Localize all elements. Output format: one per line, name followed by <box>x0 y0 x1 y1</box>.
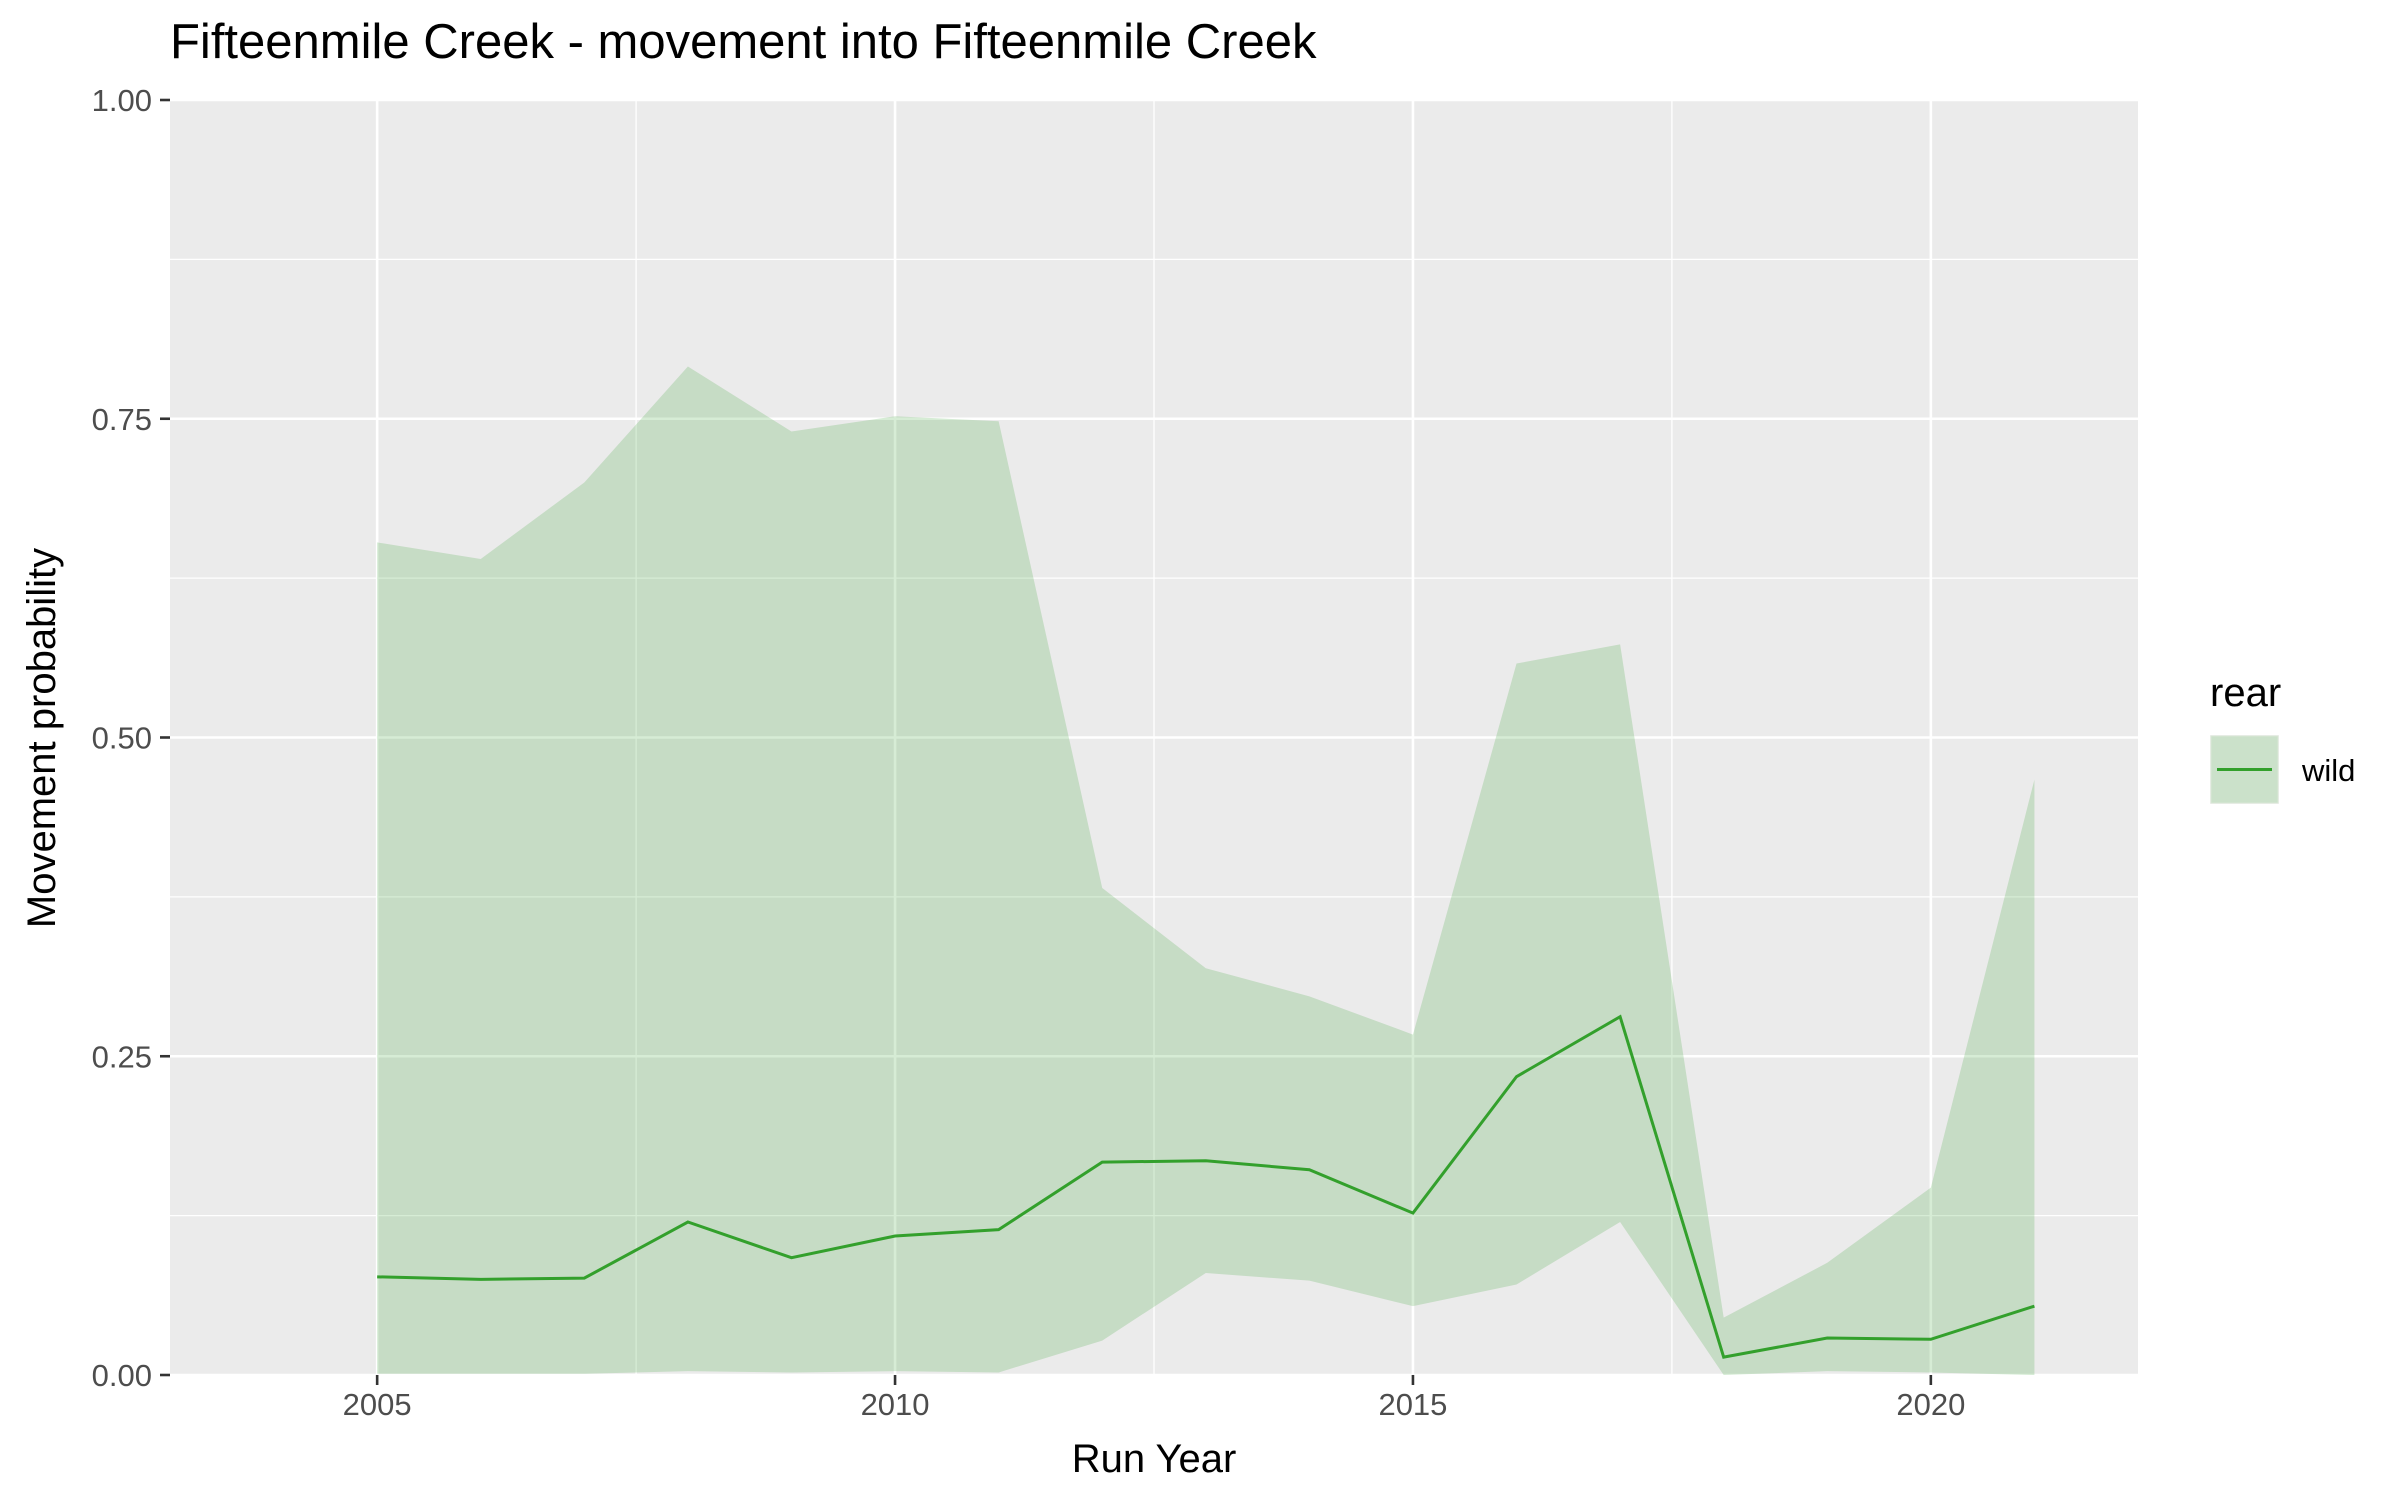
x-axis-label: Run Year <box>1072 1437 1237 1481</box>
y-tick-label: 0.00 <box>92 1358 152 1393</box>
legend: rear wild <box>2210 671 2355 804</box>
y-tick-label: 0.75 <box>92 402 152 437</box>
ribbons <box>377 366 2035 1376</box>
lines <box>377 1014 2035 1359</box>
y-axis-label: Movement probability <box>20 548 64 928</box>
legend-title: rear <box>2210 671 2281 715</box>
x-tick-label: 2015 <box>1378 1387 1447 1422</box>
y-tick-label: 0.50 <box>92 721 152 756</box>
series-line-wild <box>377 1014 2035 1359</box>
x-tick-label: 2010 <box>861 1387 930 1422</box>
x-tick-label: 2005 <box>343 1387 412 1422</box>
legend-items: wild <box>2210 735 2355 804</box>
x-tick-label: 2020 <box>1896 1387 1965 1422</box>
legend-label: wild <box>2301 753 2355 788</box>
y-tick-label: 1.00 <box>92 83 152 118</box>
y-tick-label: 0.25 <box>92 1039 152 1074</box>
chart-title: Fifteenmile Creek - movement into Fiftee… <box>170 15 1317 69</box>
x-axis: 2005 2010 2015 2020 <box>343 1375 1965 1422</box>
ribbon-wild <box>377 366 2035 1376</box>
grid-major <box>170 98 2138 1377</box>
y-axis: 0.00 0.25 0.50 0.75 1.00 <box>92 83 170 1393</box>
